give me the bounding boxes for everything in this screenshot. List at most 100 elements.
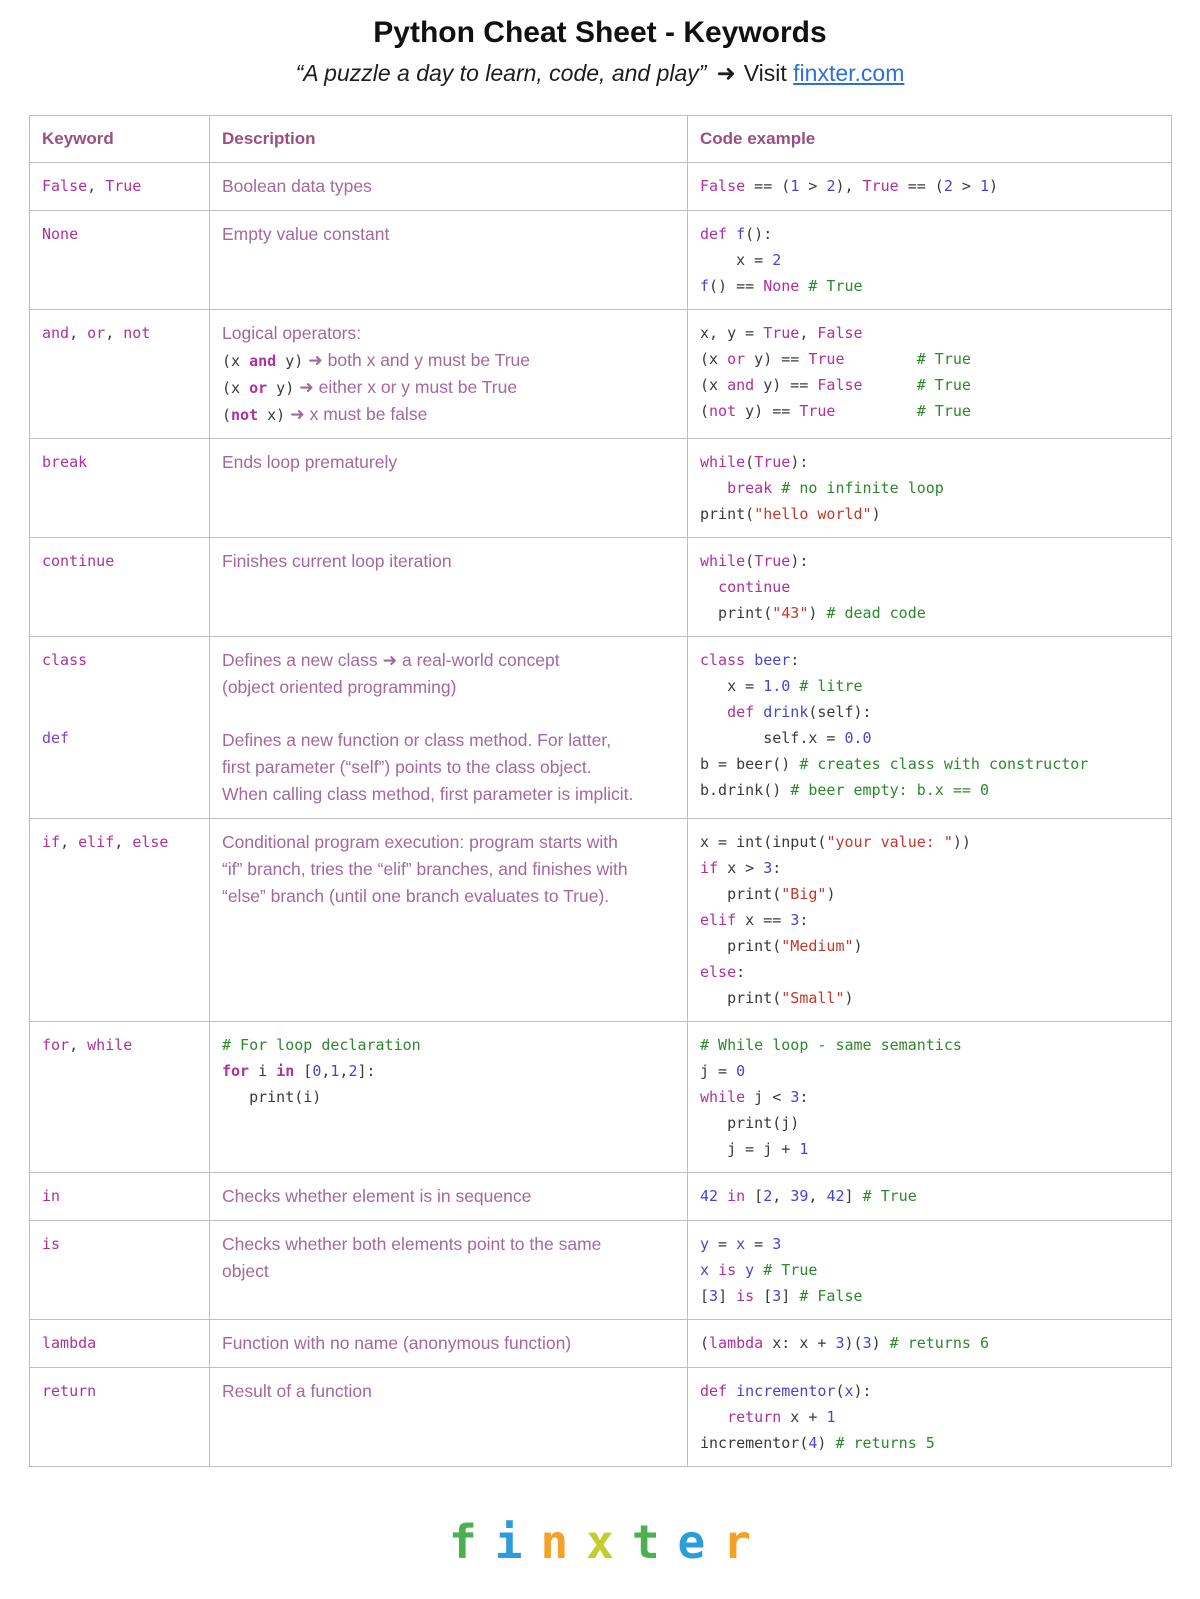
text-segment-kw: in [42,1187,61,1205]
text-segment-plain: ] [844,1187,863,1205]
text-segment-desc: Defines a new function or class method. … [222,730,612,750]
logo-letter-i: i [494,1515,523,1569]
code-line: self.x = 0.0 [700,725,1159,751]
code-line: print("hello world") [700,501,1159,527]
keyword-line [42,699,197,725]
text-segment-plain: ) [826,885,836,903]
text-segment-desc: ➜ both x and y must be True [303,350,531,370]
text-segment-kw: None [42,225,79,243]
code-line: (x and y) == False # True [700,372,1159,398]
text-segment-plain: x: x + [763,1334,836,1352]
text-segment-com: # beer empty: b.x == 0 [790,781,989,799]
text-segment-plain: j < [745,1088,791,1106]
text-segment-com: # litre [799,677,863,695]
description-line: Checks whether both elements point to th… [222,1231,675,1258]
text-segment-num: 3 [763,859,773,877]
text-segment-plain: x + [781,1408,827,1426]
text-segment-plain: , [69,1036,88,1054]
text-segment-plain: ]: [357,1062,376,1080]
code-line: b = beer() # creates class with construc… [700,751,1159,777]
text-segment-num: x [736,1235,746,1253]
description-line: (x or y) ➜ either x or y must be True [222,374,675,401]
text-segment-num: 39 [790,1187,809,1205]
text-segment-fn: drink [763,703,809,721]
text-segment-kw: True [754,453,791,471]
text-segment-plain: : [799,1088,809,1106]
table-row-false-true: False, True Boolean data types False == (1… [29,162,1172,211]
text-segment-desc: Checks whether element is in sequence [222,1186,532,1206]
code-cell: def incrementor(x): return x + 1 incremen… [687,1367,1172,1467]
text-segment-desc: Defines a new class ➜ a real-world conce… [222,650,560,670]
text-segment-kw: not [231,406,259,424]
text-segment-plain [745,651,754,669]
text-segment-plain: , [339,1062,349,1080]
text-segment-plain: : [799,911,809,929]
text-segment-kw: else [132,833,169,851]
logo-letter-r: r [723,1515,751,1569]
keyword-cell: if, elif, else [29,818,210,1022]
table-row-in: in Checks whether element is in sequence 4… [29,1172,1172,1221]
text-segment-num: x [844,1382,854,1400]
text-segment-mono: (x [222,352,250,370]
text-segment-mono: y) [267,379,295,397]
finxter-link[interactable]: finxter.com [793,60,905,86]
text-segment-plain: )( [844,1334,863,1352]
text-segment-desc: “if” branch, tries the “elif” branches, … [222,859,628,879]
description-line: (x and y) ➜ both x and y must be True [222,347,675,374]
column-header-keyword: Keyword [29,115,210,163]
code-line: # While loop - same semantics [700,1032,1159,1058]
text-segment-kw: lambda [709,1334,764,1352]
text-segment-kw: in [276,1062,295,1080]
description-cell: Function with no name (anonymous functio… [209,1319,688,1368]
code-cell: (lambda x: x + 3)(3) # returns 6 [687,1319,1172,1368]
code-line: while j < 3: [700,1084,1159,1110]
text-segment-com: # True [916,402,971,420]
table-row-continue: continue Finishes current loop iteration w… [29,537,1172,637]
text-segment-kw: is [736,1287,755,1305]
description-cell: Boolean data types [209,162,688,211]
text-segment-kw2: def [42,729,70,747]
text-segment-kw: or [87,324,106,342]
text-segment-num: 1.0 [763,677,791,695]
keyword-line: class [42,647,197,673]
description-line: # For loop declaration [222,1032,675,1058]
column-header-code-example: Code example [687,115,1172,163]
text-segment-fn: f [700,277,710,295]
text-segment-plain: y) == [754,376,818,394]
keyword-line: break [42,449,197,475]
text-segment-plain: ] [781,1287,800,1305]
text-segment-plain: y) == [745,350,809,368]
description-cell: Result of a function [209,1367,688,1467]
text-segment-kw: True [105,177,142,195]
text-segment-num: 0 [736,1062,746,1080]
keyword-cell: continue [29,537,210,637]
text-segment-kw: def [700,1382,728,1400]
text-segment-plain: , [808,1187,827,1205]
text-segment-kw: while [700,453,746,471]
text-segment-plain: ) [817,1434,836,1452]
keyword-cell: None [29,210,210,310]
keyword-cell: lambda [29,1319,210,1368]
text-segment-plain: [ [745,1187,764,1205]
text-segment-kw: None [763,277,800,295]
text-segment-num: 0.0 [844,729,872,747]
text-segment-plain: b = beer() [700,755,800,773]
text-segment-desc: Boolean data types [222,176,372,196]
description-line: “else” branch (until one branch evaluate… [222,883,675,910]
text-segment-plain: , [114,833,133,851]
text-segment-plain: x > [718,859,764,877]
logo-letter-x: x [586,1515,614,1569]
text-segment-plain: (): [745,225,773,243]
text-segment-plain: j = [700,1062,737,1080]
table-row-and-or-not: and, or, not Logical operators: (x and y) … [29,309,1172,439]
text-segment-kw: not [123,324,151,342]
keywords-table: Keyword Description Code example False, … [29,115,1172,1467]
text-segment-plain: () == [709,277,764,295]
text-segment-com: # no infinite loop [781,479,944,497]
text-segment-plain: : [736,963,746,981]
text-segment-num: 1 [799,1140,809,1158]
text-segment-plain: , [772,1187,791,1205]
keyword-line: is [42,1231,197,1257]
code-line: def f(): [700,221,1159,247]
text-segment-num: 3 [772,1287,782,1305]
